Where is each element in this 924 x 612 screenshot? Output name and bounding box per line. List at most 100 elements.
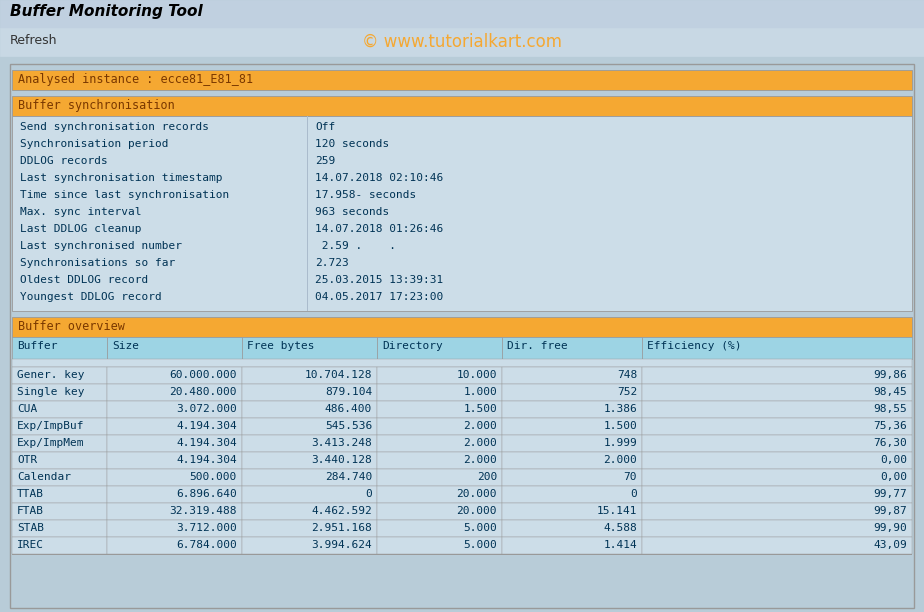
Bar (502, 418, 642, 435)
Bar (502, 469, 642, 486)
Bar (107, 384, 242, 401)
Text: Send synchronisation records: Send synchronisation records (20, 122, 209, 132)
Bar (242, 367, 377, 384)
Text: 99,86: 99,86 (873, 370, 907, 380)
Bar (502, 537, 642, 554)
Bar (107, 520, 242, 537)
Text: Time since last synchronisation: Time since last synchronisation (20, 190, 229, 200)
Text: 1.500: 1.500 (603, 421, 637, 431)
Bar (12, 418, 107, 435)
Text: Buffer synchronisation: Buffer synchronisation (18, 99, 175, 112)
Text: Calendar: Calendar (17, 472, 71, 482)
Text: 0: 0 (630, 489, 637, 499)
Text: TTAB: TTAB (17, 489, 44, 499)
Text: 2.951.168: 2.951.168 (311, 523, 372, 533)
Text: 5.000: 5.000 (463, 540, 497, 550)
Text: 99,87: 99,87 (873, 506, 907, 516)
Bar (10, 64, 914, 608)
Text: 20.480.000: 20.480.000 (169, 387, 237, 397)
Text: 20.000: 20.000 (456, 489, 497, 499)
Text: 4.194.304: 4.194.304 (176, 421, 237, 431)
Text: 1.414: 1.414 (603, 540, 637, 550)
Bar (12, 520, 107, 537)
Text: Directory: Directory (382, 341, 443, 351)
Text: 2.000: 2.000 (463, 438, 497, 448)
Text: Off: Off (315, 122, 335, 132)
Bar (377, 418, 502, 435)
Text: 14.07.2018 01:26:46: 14.07.2018 01:26:46 (315, 224, 444, 234)
Text: Efficiency (%): Efficiency (%) (647, 341, 741, 351)
Text: 25.03.2015 13:39:31: 25.03.2015 13:39:31 (315, 275, 444, 285)
Text: Oldest DDLOG record: Oldest DDLOG record (20, 275, 148, 285)
Bar (242, 486, 377, 503)
Text: 60.000.000: 60.000.000 (169, 370, 237, 380)
Bar (12, 554, 912, 555)
Text: 99,77: 99,77 (873, 489, 907, 499)
Text: 0,00: 0,00 (880, 472, 907, 482)
Bar (502, 337, 642, 359)
Text: 5.000: 5.000 (463, 523, 497, 533)
Text: 04.05.2017 17:23:00: 04.05.2017 17:23:00 (315, 292, 444, 302)
Bar (242, 520, 377, 537)
Text: 10.704.128: 10.704.128 (305, 370, 372, 380)
Bar (502, 452, 642, 469)
Bar (502, 435, 642, 452)
Text: 1.386: 1.386 (603, 404, 637, 414)
Text: 3.712.000: 3.712.000 (176, 523, 237, 533)
Bar (12, 503, 107, 520)
Text: 259: 259 (315, 156, 335, 166)
Bar (107, 537, 242, 554)
Bar (12, 486, 107, 503)
Bar (12, 116, 912, 311)
Text: Last synchronisation timestamp: Last synchronisation timestamp (20, 173, 223, 183)
Text: 2.000: 2.000 (603, 455, 637, 465)
Text: Gener. key: Gener. key (17, 370, 84, 380)
Text: Last DDLOG cleanup: Last DDLOG cleanup (20, 224, 141, 234)
Bar (0, 0, 924, 28)
Bar (242, 418, 377, 435)
Text: 15.141: 15.141 (597, 506, 637, 516)
Text: Buffer: Buffer (17, 341, 57, 351)
Bar (377, 520, 502, 537)
Bar (642, 537, 912, 554)
Text: 4.588: 4.588 (603, 523, 637, 533)
Text: Exp/ImpBuf: Exp/ImpBuf (17, 421, 84, 431)
Text: 20.000: 20.000 (456, 506, 497, 516)
Bar (377, 486, 502, 503)
Bar (107, 337, 242, 359)
Bar (107, 486, 242, 503)
Text: 0: 0 (365, 489, 372, 499)
Bar (642, 401, 912, 418)
Text: IREC: IREC (17, 540, 44, 550)
Bar (12, 452, 107, 469)
Text: 76,30: 76,30 (873, 438, 907, 448)
Text: Size: Size (112, 341, 139, 351)
Bar (242, 503, 377, 520)
Text: 3.994.624: 3.994.624 (311, 540, 372, 550)
Text: 3.072.000: 3.072.000 (176, 404, 237, 414)
Bar (12, 401, 107, 418)
Text: 75,36: 75,36 (873, 421, 907, 431)
Bar (642, 337, 912, 359)
Bar (377, 367, 502, 384)
Text: 70: 70 (624, 472, 637, 482)
Bar (377, 452, 502, 469)
Text: 6.784.000: 6.784.000 (176, 540, 237, 550)
Bar (107, 469, 242, 486)
Bar (502, 367, 642, 384)
Bar (642, 367, 912, 384)
Text: 98,45: 98,45 (873, 387, 907, 397)
Bar (307, 116, 308, 311)
Bar (12, 317, 912, 337)
Bar (242, 435, 377, 452)
Text: 200: 200 (477, 472, 497, 482)
Text: 2.59 .    .: 2.59 . . (315, 241, 396, 251)
Text: © www.tutorialkart.com: © www.tutorialkart.com (362, 33, 562, 51)
Text: 1.999: 1.999 (603, 438, 637, 448)
Text: 752: 752 (616, 387, 637, 397)
Text: Exp/ImpMem: Exp/ImpMem (17, 438, 84, 448)
Text: FTAB: FTAB (17, 506, 44, 516)
Text: 879.104: 879.104 (324, 387, 372, 397)
Bar (377, 435, 502, 452)
Text: 486.400: 486.400 (324, 404, 372, 414)
